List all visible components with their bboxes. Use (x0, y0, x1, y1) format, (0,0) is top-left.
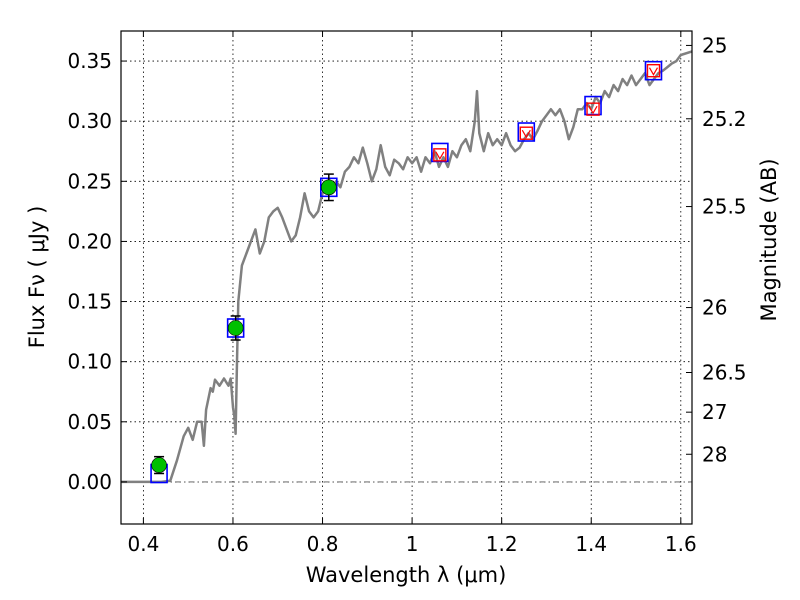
model-spectrum-line (121, 50, 693, 484)
x-tick-label: 1 (406, 532, 419, 556)
upper-limit-arrow (588, 105, 598, 115)
y-tick-label: 0.25 (67, 169, 112, 193)
x-tick-label: 0.8 (307, 532, 339, 556)
y-tick-label: 0.15 (67, 290, 112, 314)
upper-limit-square (433, 148, 447, 162)
ticks-layer (121, 31, 692, 524)
y2-tick-label: 25 (702, 33, 727, 57)
upper-limit-square (519, 126, 533, 140)
x-tick-label: 0.6 (217, 532, 249, 556)
y-tick-label: 0.35 (67, 49, 112, 73)
y2-tick-label: 25.2 (702, 107, 747, 131)
plot-background (121, 31, 692, 524)
upper-limit-arrow (435, 151, 445, 161)
y2-axis-label: Magnitude (AB) (757, 158, 781, 321)
model-photometry-square (644, 60, 663, 81)
y-tick-label: 0.10 (67, 350, 112, 374)
grid (121, 31, 692, 524)
y2-tick-label: 28 (702, 442, 727, 466)
x-tick-label: 1.4 (575, 532, 607, 556)
model-photometry-square (517, 122, 536, 142)
x-tick-label: 1.6 (665, 532, 697, 556)
plot-frame (120, 30, 693, 525)
upper-limit-arrow (648, 67, 659, 76)
markers-layer (150, 60, 663, 484)
observed-flux-point (227, 320, 244, 336)
x-axis-label: Wavelength λ (μm) (306, 563, 507, 587)
upper-limit-arrow (521, 129, 531, 139)
x-tick-label: 0.4 (127, 532, 159, 556)
y-axis-label: Flux Fν ( μJy ) (25, 206, 49, 349)
upper-limit-square (646, 63, 661, 78)
y2-tick-label: 25.5 (702, 195, 747, 219)
spectrum-layer (121, 50, 693, 484)
x-tick-label: 1.2 (486, 532, 518, 556)
upper-limit-square (586, 102, 600, 116)
y-tick-label: 0.20 (67, 229, 112, 253)
y2-tick-label: 26 (702, 296, 727, 320)
labels-layer: 0.4 0.6 0.8 1 1.2 1.4 1.6 0.00 0.05 0.10 0.15 0.20 0… (67, 33, 746, 556)
y-tick-label: 0.30 (67, 109, 112, 133)
observed-flux-point (320, 179, 337, 196)
y-tick-label: 0.05 (67, 410, 112, 434)
observed-flux-point (151, 457, 167, 473)
y2-tick-label: 27 (702, 400, 727, 424)
y2-tick-label: 26.5 (702, 360, 747, 384)
y-tick-label: 0.00 (67, 470, 112, 494)
